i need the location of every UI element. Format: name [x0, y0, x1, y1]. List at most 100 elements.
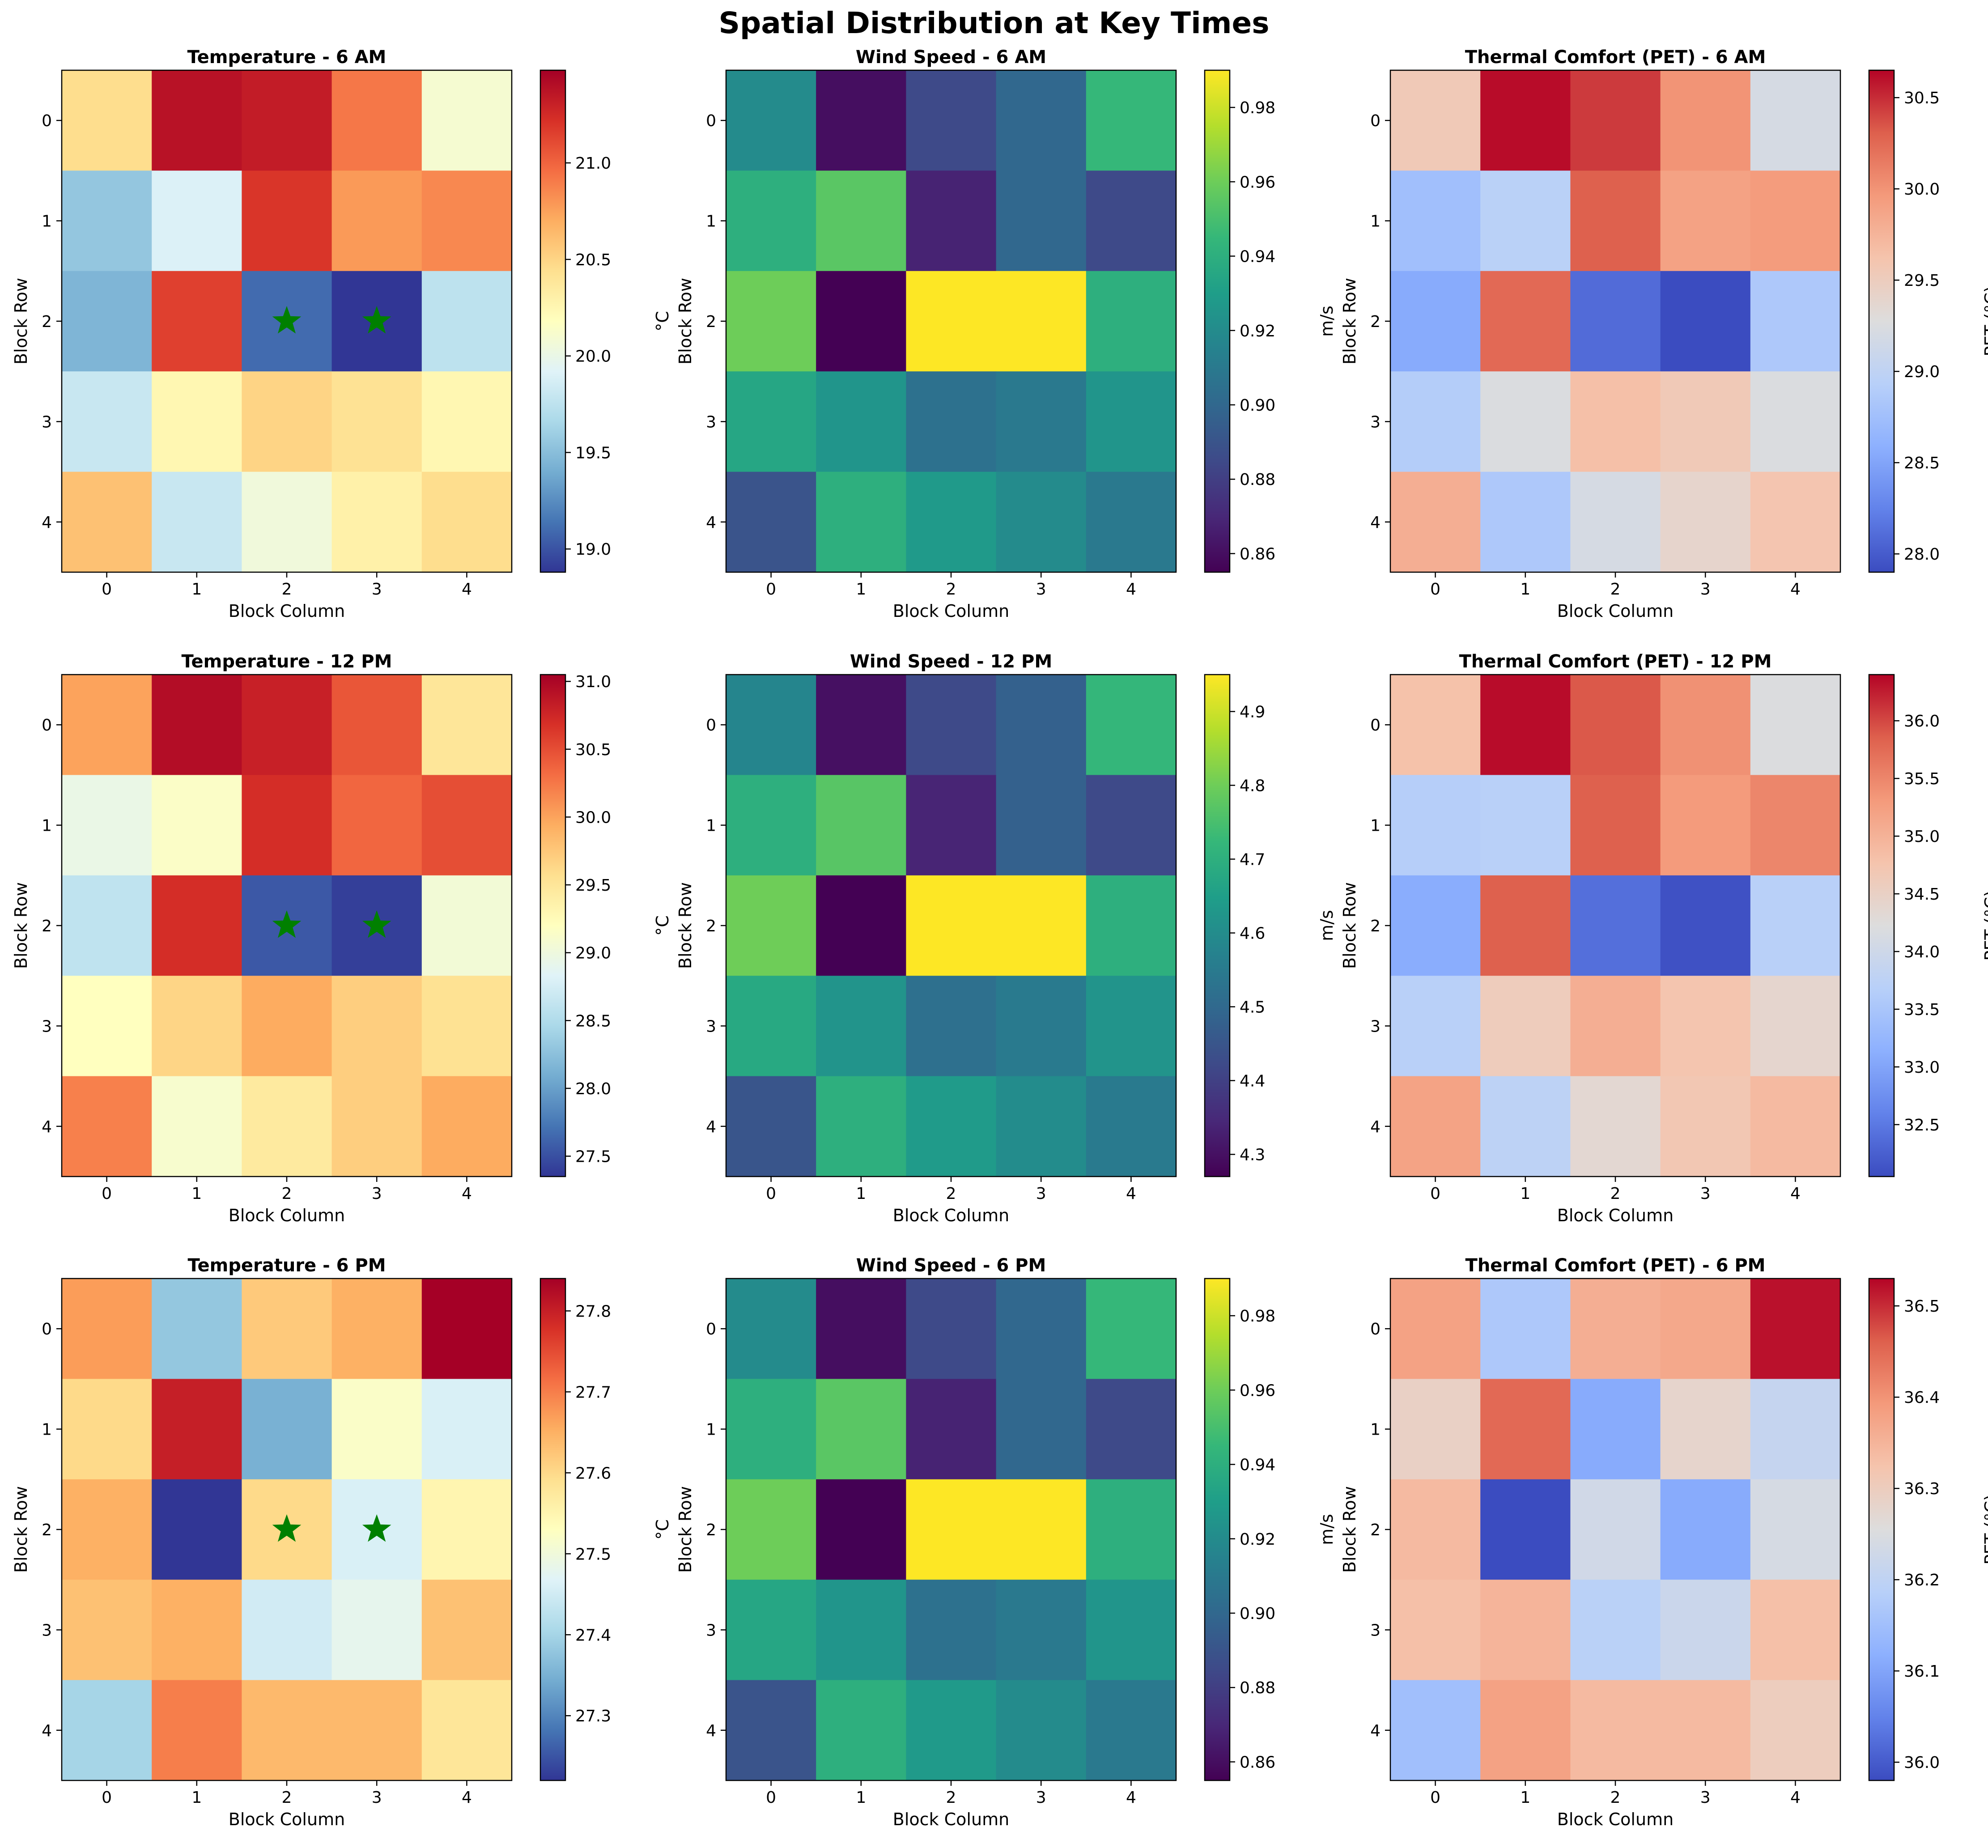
heatmap-cell [62, 1680, 152, 1781]
heatmap-cell [996, 1076, 1087, 1177]
heatmap-cell [1480, 472, 1571, 573]
heatmap-cell [421, 1580, 512, 1681]
heatmap-cell [726, 1279, 816, 1379]
y-tick-label: 2 [706, 313, 716, 331]
colorbar-tick-label: 33.5 [1904, 1001, 1940, 1019]
y-tick-label: 3 [706, 1017, 716, 1036]
y-axis-label: Block Row [1340, 1486, 1359, 1573]
colorbar-tick-label: 27.5 [575, 1148, 611, 1166]
colorbar [1869, 1279, 1894, 1780]
y-axis-label: Block Row [11, 1486, 31, 1573]
heatmap-cell [242, 976, 332, 1077]
heatmap-cell [1086, 70, 1177, 171]
x-tick-label: 2 [946, 1185, 956, 1203]
heatmap-cell [1390, 1379, 1481, 1480]
star-marker [362, 306, 391, 334]
heatmap-cell [1570, 875, 1661, 976]
y-tick-label: 3 [1370, 1621, 1381, 1640]
colorbar-tick-label: 0.94 [1240, 248, 1275, 266]
heatmap-cell [242, 1580, 332, 1681]
colorbar [1205, 70, 1230, 572]
heatmap-cell [62, 775, 152, 876]
heatmap-cell [816, 1580, 906, 1681]
heatmap-cell [1086, 271, 1177, 372]
heatmap-cell [152, 775, 242, 876]
colorbar-frame [1204, 1278, 1231, 1781]
colorbar-label: m/s [1317, 910, 1337, 941]
heatmap-cell [421, 675, 512, 775]
y-tick-label: 1 [42, 817, 52, 835]
heatmap-cell [906, 271, 997, 372]
y-tick-label: 1 [42, 212, 52, 231]
x-tick-label: 3 [1036, 580, 1046, 599]
heatmap-cell [1086, 1479, 1177, 1580]
heatmap-cell [152, 1479, 242, 1580]
heatmap-cell [242, 775, 332, 876]
x-tick-label: 1 [1520, 1789, 1530, 1807]
heatmap-cell [421, 1076, 512, 1177]
heatmap-cell [421, 371, 512, 472]
heatmap-cell [1660, 70, 1751, 171]
heatmap-cell [1570, 70, 1661, 171]
heatmap-cell [1660, 1379, 1751, 1480]
x-axis-label: Block Column [1557, 1810, 1674, 1829]
colorbar-frame [539, 1278, 566, 1781]
x-tick-label: 0 [766, 1789, 776, 1807]
heatmap-cell [726, 371, 816, 472]
heatmap-cell [1480, 371, 1571, 472]
heatmap-panel: Wind Speed - 12 PM 0 1 2 3 4 0 1 2 3 4 Block Column… [675, 651, 1337, 1225]
colorbar-tick-label: 4.5 [1240, 998, 1265, 1017]
heatmap-cell [1570, 472, 1661, 573]
colorbar [1205, 675, 1230, 1177]
colorbar-tick-label: 27.8 [575, 1302, 611, 1321]
x-axis-label: Block Column [893, 601, 1009, 621]
y-tick-label: 2 [1370, 313, 1381, 331]
y-tick-label: 1 [706, 817, 716, 835]
heatmap-cell [331, 976, 422, 1077]
y-tick-label: 1 [706, 1421, 716, 1439]
heatmap-cell [1390, 1680, 1481, 1781]
heatmap-cell [1086, 875, 1177, 976]
x-tick-label: 3 [1700, 1185, 1711, 1203]
heatmap-cell [1750, 472, 1841, 573]
heatmap-cell [1750, 775, 1841, 876]
y-axis-label: Block Row [1340, 882, 1359, 969]
heatmap-cell [421, 775, 512, 876]
heatmap-cell [1390, 675, 1481, 775]
heatmap-grid: Temperature - 6 AM 0 1 2 3 4 0 1 2 3 4 Block Column… [11, 47, 1988, 1829]
heatmap-cell [1390, 775, 1481, 876]
colorbar-tick-label: 0.90 [1240, 396, 1275, 415]
panel-title: Wind Speed - 12 PM [850, 651, 1052, 672]
heatmap-cell [152, 1076, 242, 1177]
heatmap-cell [331, 472, 422, 573]
heatmap-cell [996, 1580, 1087, 1681]
heatmap-cell [726, 976, 816, 1077]
colorbar-tick-label: 33.0 [1904, 1058, 1940, 1077]
colorbar-tick-label: 36.4 [1904, 1389, 1940, 1407]
heatmap-cell [331, 1379, 422, 1480]
colorbar-tick-label: 21.0 [575, 154, 611, 173]
y-tick-label: 2 [42, 917, 52, 935]
heatmap-cell [816, 371, 906, 472]
x-tick-label: 1 [191, 580, 202, 599]
heatmap-cell [1480, 1479, 1571, 1580]
heatmap-cell [242, 675, 332, 775]
colorbar-tick-label: 0.94 [1240, 1456, 1275, 1474]
heatmap-cell [1570, 1379, 1661, 1480]
colorbar-tick-label: 32.5 [1904, 1116, 1940, 1134]
heatmap-cell [1750, 271, 1841, 372]
heatmap-cell [421, 1479, 512, 1580]
colorbar-tick-label: 29.0 [575, 944, 611, 963]
heatmap-cell [1086, 1279, 1177, 1379]
heatmap-cell [1390, 1279, 1481, 1379]
heatmap-cell [62, 675, 152, 775]
colorbar-tick-label: 36.3 [1904, 1480, 1940, 1498]
heatmap-cell [152, 675, 242, 775]
heatmap-cell [152, 1580, 242, 1681]
heatmap-panel: Thermal Comfort (PET) - 6 AM 0 1 2 3 4 0 1 2 3 4 Bl… [1340, 47, 1988, 621]
star-marker [272, 1514, 302, 1542]
panel-title: Thermal Comfort (PET) - 12 PM [1459, 651, 1772, 672]
heatmap-cell [1660, 1279, 1751, 1379]
heatmap-cell [816, 976, 906, 1077]
x-tick-label: 4 [462, 580, 472, 599]
